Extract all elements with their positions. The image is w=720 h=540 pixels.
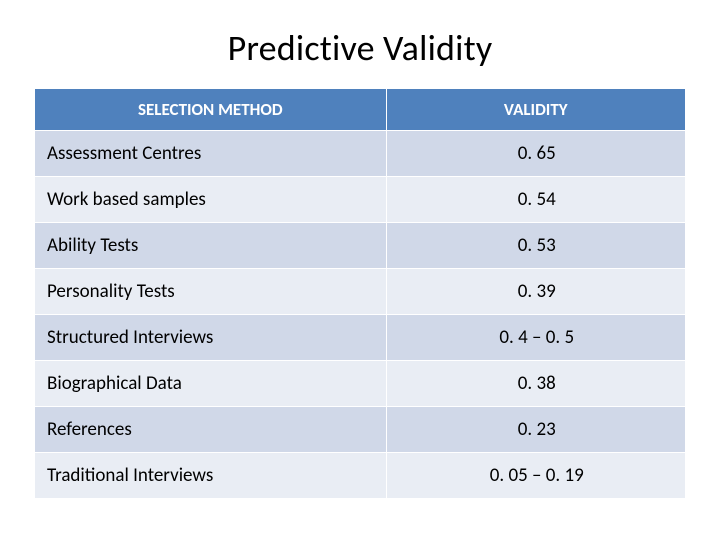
validity-table: SELECTION METHOD VALIDITY Assessment Cen… (34, 88, 686, 499)
cell-method: Personality Tests (35, 269, 387, 315)
table-row: Structured Interviews 0. 4 – 0. 5 (35, 315, 686, 361)
col-header-validity: VALIDITY (386, 89, 685, 131)
cell-validity: 0. 54 (386, 177, 685, 223)
cell-method: Structured Interviews (35, 315, 387, 361)
table-row: Traditional Interviews 0. 05 – 0. 19 (35, 453, 686, 499)
table-row: Ability Tests 0. 53 (35, 223, 686, 269)
col-header-method: SELECTION METHOD (35, 89, 387, 131)
table-row: Assessment Centres 0. 65 (35, 131, 686, 177)
cell-method: References (35, 407, 387, 453)
cell-validity: 0. 53 (386, 223, 685, 269)
table-row: Work based samples 0. 54 (35, 177, 686, 223)
slide: Predictive Validity SELECTION METHOD VAL… (0, 0, 720, 540)
cell-method: Ability Tests (35, 223, 387, 269)
table-row: Personality Tests 0. 39 (35, 269, 686, 315)
table-row: Biographical Data 0. 38 (35, 361, 686, 407)
cell-validity: 0. 38 (386, 361, 685, 407)
cell-method: Biographical Data (35, 361, 387, 407)
cell-validity: 0. 05 – 0. 19 (386, 453, 685, 499)
table-row: References 0. 23 (35, 407, 686, 453)
cell-method: Assessment Centres (35, 131, 387, 177)
cell-validity: 0. 23 (386, 407, 685, 453)
cell-validity: 0. 4 – 0. 5 (386, 315, 685, 361)
table-header: SELECTION METHOD VALIDITY (35, 89, 686, 131)
cell-method: Traditional Interviews (35, 453, 387, 499)
cell-method: Work based samples (35, 177, 387, 223)
table-body: Assessment Centres 0. 65 Work based samp… (35, 131, 686, 499)
cell-validity: 0. 65 (386, 131, 685, 177)
cell-validity: 0. 39 (386, 269, 685, 315)
page-title: Predictive Validity (34, 26, 686, 70)
